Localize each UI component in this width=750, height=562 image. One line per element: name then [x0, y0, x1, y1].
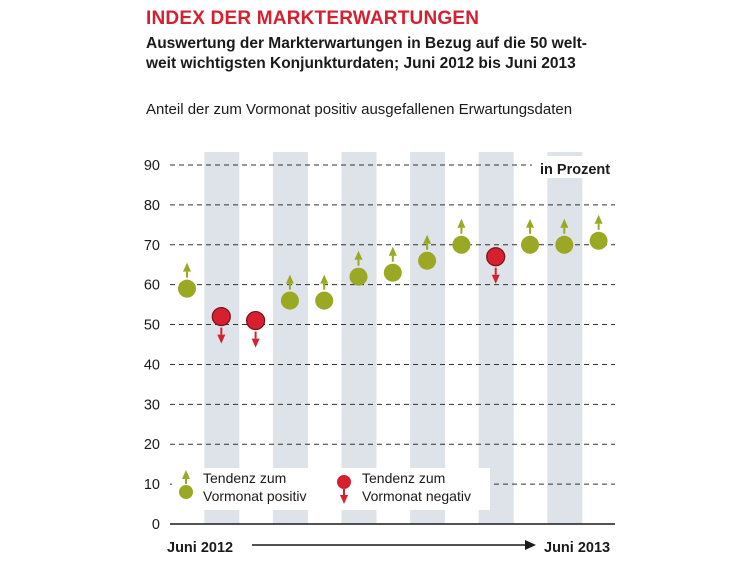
trend-up-arrow-icon — [320, 274, 329, 284]
y-tick-label: 50 — [144, 318, 160, 334]
data-point-marker — [211, 306, 231, 327]
data-point-marker — [246, 310, 266, 331]
y-axis-ticks: 0 10 20 30 40 50 60 70 80 90 — [144, 158, 160, 533]
data-point-positive — [178, 262, 196, 298]
legend-negative-arrow-icon — [340, 495, 348, 504]
data-point-marker — [555, 235, 574, 254]
data-point-marker — [280, 291, 299, 310]
unit-label-bg — [532, 156, 622, 178]
month-band — [341, 152, 377, 524]
y-tick-label: 70 — [144, 238, 160, 254]
month-band — [478, 152, 514, 524]
data-point-positive — [589, 214, 608, 250]
data-point-marker — [349, 267, 368, 286]
chart-description: Anteil der zum Vormonat positiv ausgefal… — [146, 101, 573, 118]
legend-negative-marker — [337, 475, 351, 489]
trend-down-arrow-icon — [217, 334, 226, 344]
month-bands — [204, 152, 583, 524]
data-point-negative — [246, 310, 266, 348]
legend-positive-marker — [179, 485, 193, 499]
trend-down-arrow-icon — [491, 274, 500, 284]
legend: Tendenz zum Vormonat positiv Tendenz zum… — [179, 470, 471, 504]
data-point-marker — [589, 231, 608, 250]
trend-up-arrow-icon — [526, 218, 534, 228]
trend-up-arrow-icon — [183, 262, 191, 272]
trend-up-arrow-icon — [388, 246, 397, 256]
data-point-marker — [521, 235, 539, 254]
legend-bg — [172, 468, 490, 510]
month-band — [547, 152, 583, 524]
subtitle-line-2: weit wichtigsten Konjunkturdaten; Juni 2… — [146, 55, 576, 72]
month-band — [272, 152, 308, 524]
data-point-positive — [452, 218, 471, 254]
data-point-positive — [383, 246, 402, 282]
y-tick-label: 80 — [144, 198, 160, 214]
data-point-positive — [521, 218, 539, 254]
legend-negative-line-2: Vormonat negativ — [362, 488, 471, 504]
x-start-label: Juni 2012 — [167, 540, 233, 556]
data-point-marker — [452, 235, 471, 254]
trend-up-arrow-icon — [423, 234, 432, 244]
subtitle-line-1: Auswertung der Markterwartungen in Bezug… — [146, 35, 587, 52]
data-point-marker — [315, 291, 334, 310]
chart-subtitle: Auswertung der Markterwartungen in Bezug… — [146, 34, 646, 74]
legend-positive-line-2: Vormonat positiv — [203, 488, 307, 504]
trend-down-arrow-icon — [251, 338, 260, 348]
timeline-arrow-icon — [525, 540, 536, 550]
trend-up-arrow-icon — [285, 274, 294, 284]
grid-lines — [170, 164, 615, 525]
data-point-marker — [486, 247, 506, 267]
y-tick-label: 40 — [144, 357, 160, 373]
data-point-positive — [418, 234, 437, 270]
chart-title: INDEX DER MARKTERWARTUNGEN — [146, 8, 480, 29]
data-point-marker — [418, 251, 437, 270]
y-tick-label: 60 — [144, 278, 160, 294]
trend-up-arrow-icon — [560, 218, 569, 228]
trend-up-arrow-icon — [594, 214, 603, 224]
data-point-positive — [349, 250, 368, 286]
trend-up-arrow-icon — [457, 218, 466, 228]
data-point-negative — [486, 247, 506, 284]
trend-up-arrow-icon — [354, 250, 363, 260]
unit-label: in Prozent — [540, 162, 610, 178]
data-point-marker — [178, 279, 196, 298]
data-points — [178, 214, 608, 348]
y-tick-label: 30 — [144, 397, 160, 413]
y-tick-label: 20 — [144, 437, 160, 453]
month-band — [410, 152, 446, 524]
y-tick-label: 90 — [144, 158, 160, 174]
y-tick-label: 10 — [144, 477, 160, 493]
data-point-marker — [383, 263, 402, 282]
data-point-positive — [555, 218, 574, 254]
legend-negative-line-1: Tendenz zum — [362, 470, 445, 486]
legend-positive-arrow-icon — [182, 470, 190, 479]
data-point-positive — [315, 274, 334, 310]
data-point-positive — [280, 274, 299, 310]
x-end-label: Juni 2013 — [544, 540, 610, 556]
legend-positive-line-1: Tendenz zum — [203, 470, 286, 486]
y-tick-label: 0 — [152, 517, 160, 533]
data-point-negative — [211, 306, 231, 344]
